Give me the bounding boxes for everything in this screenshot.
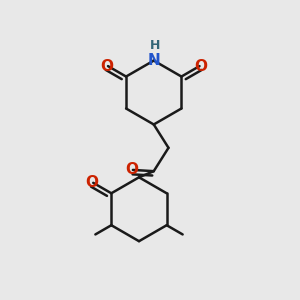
Text: H: H: [150, 39, 160, 52]
Text: O: O: [100, 58, 113, 74]
Text: N: N: [147, 53, 160, 68]
Text: O: O: [85, 175, 98, 190]
Text: O: O: [194, 58, 207, 74]
Text: O: O: [125, 162, 138, 177]
